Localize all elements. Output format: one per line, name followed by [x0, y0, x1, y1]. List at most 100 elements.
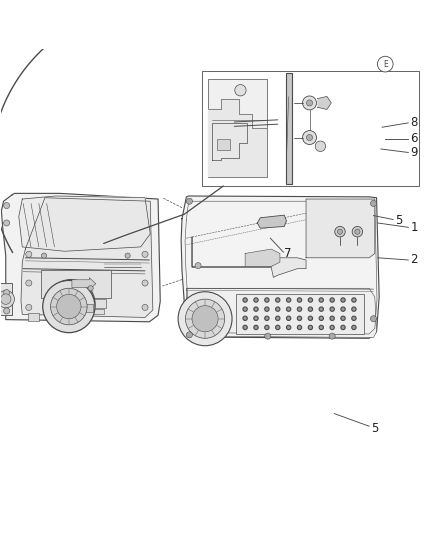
Circle shape [142, 251, 148, 257]
Circle shape [0, 294, 11, 304]
Circle shape [186, 198, 192, 204]
Polygon shape [21, 198, 153, 318]
Polygon shape [318, 96, 331, 109]
Circle shape [276, 316, 280, 320]
Circle shape [4, 289, 10, 296]
Circle shape [337, 229, 343, 235]
Circle shape [26, 251, 32, 257]
Circle shape [4, 203, 10, 208]
Circle shape [254, 298, 258, 302]
Circle shape [308, 307, 313, 311]
Circle shape [341, 325, 345, 329]
Circle shape [243, 298, 247, 302]
Polygon shape [208, 99, 267, 177]
Bar [28, 313, 39, 321]
Circle shape [330, 316, 334, 320]
FancyArrow shape [72, 278, 96, 290]
Circle shape [178, 292, 232, 346]
Circle shape [57, 294, 81, 319]
Circle shape [195, 263, 201, 269]
Circle shape [50, 288, 87, 325]
Circle shape [47, 279, 95, 327]
Circle shape [142, 304, 148, 310]
Circle shape [308, 316, 313, 320]
Circle shape [254, 325, 258, 329]
Circle shape [341, 316, 345, 320]
Bar [217, 139, 230, 150]
Circle shape [276, 307, 280, 311]
Bar [286, 73, 292, 184]
Circle shape [192, 305, 218, 332]
Text: 1: 1 [410, 221, 418, 234]
Circle shape [303, 96, 317, 110]
Polygon shape [192, 237, 306, 277]
Bar [208, 79, 267, 177]
Circle shape [352, 307, 356, 311]
Circle shape [319, 298, 323, 302]
Circle shape [341, 298, 345, 302]
Polygon shape [19, 196, 150, 251]
Circle shape [276, 325, 280, 329]
Circle shape [0, 290, 14, 308]
Circle shape [243, 316, 247, 320]
Circle shape [335, 227, 345, 237]
Circle shape [319, 307, 323, 311]
Circle shape [371, 316, 377, 322]
Bar [69, 309, 104, 314]
Circle shape [142, 280, 148, 286]
Circle shape [265, 307, 269, 311]
Polygon shape [1, 193, 160, 322]
Circle shape [297, 316, 302, 320]
Circle shape [26, 280, 32, 286]
Circle shape [330, 307, 334, 311]
Text: E: E [383, 60, 388, 69]
Circle shape [341, 307, 345, 311]
Text: 5: 5 [395, 214, 403, 227]
Circle shape [243, 325, 247, 329]
Bar [73, 304, 81, 312]
Circle shape [88, 286, 93, 291]
Circle shape [265, 298, 269, 302]
Circle shape [286, 298, 291, 302]
Polygon shape [245, 249, 280, 266]
Circle shape [254, 316, 258, 320]
Circle shape [4, 308, 10, 314]
Circle shape [286, 325, 291, 329]
Circle shape [355, 229, 360, 235]
Circle shape [330, 298, 334, 302]
Bar [0, 282, 12, 315]
Polygon shape [186, 288, 377, 337]
Polygon shape [306, 199, 375, 258]
Circle shape [329, 333, 335, 339]
Circle shape [378, 56, 393, 72]
Circle shape [307, 100, 313, 106]
Text: 6: 6 [410, 133, 418, 146]
Circle shape [352, 298, 356, 302]
Bar [201, 71, 419, 186]
Circle shape [186, 332, 192, 338]
Circle shape [303, 131, 317, 144]
Bar [85, 304, 93, 312]
Circle shape [352, 325, 356, 329]
Text: 7: 7 [284, 247, 292, 260]
Circle shape [265, 333, 271, 339]
Circle shape [4, 220, 10, 226]
Circle shape [42, 253, 47, 258]
Circle shape [286, 307, 291, 311]
Circle shape [276, 298, 280, 302]
Circle shape [43, 280, 95, 333]
Circle shape [319, 325, 323, 329]
Circle shape [265, 316, 269, 320]
Bar [45, 299, 106, 308]
Circle shape [26, 304, 32, 310]
Circle shape [352, 316, 356, 320]
Circle shape [319, 316, 323, 320]
Circle shape [330, 325, 334, 329]
Bar [236, 294, 364, 334]
Circle shape [352, 227, 363, 237]
Polygon shape [257, 215, 286, 228]
Circle shape [308, 325, 313, 329]
Text: 9: 9 [410, 146, 418, 159]
Circle shape [265, 325, 269, 329]
Text: 5: 5 [371, 422, 379, 435]
